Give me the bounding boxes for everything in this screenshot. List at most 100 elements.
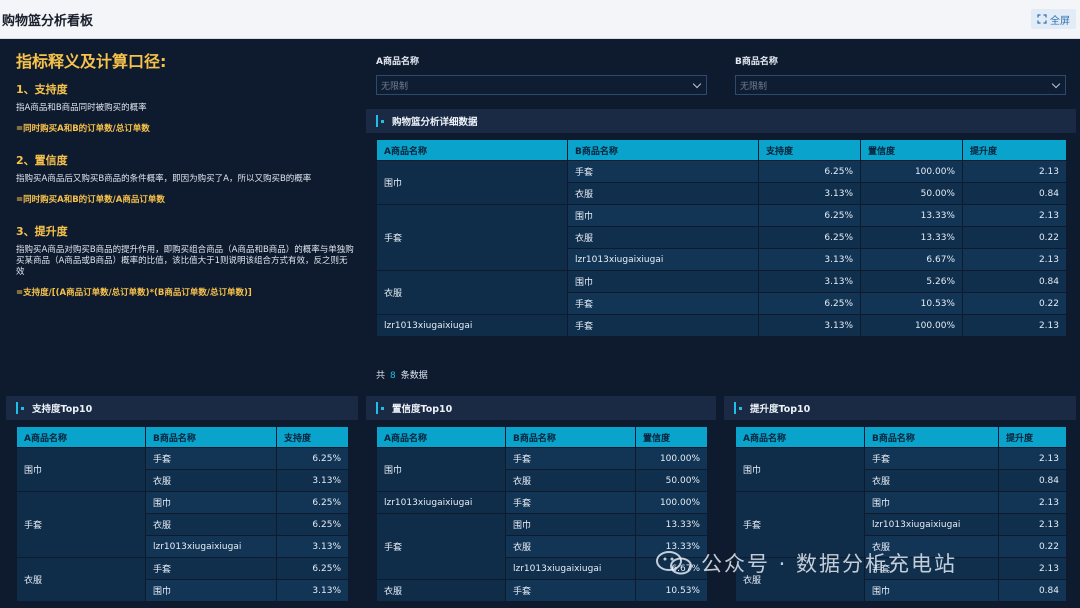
col-b-name[interactable]: B商品名称 — [505, 426, 636, 448]
cell-confidence: 100.00% — [860, 160, 963, 183]
cell-value: 50.00% — [635, 469, 708, 492]
cell-a-name: 围巾 — [16, 447, 146, 492]
table-row[interactable]: lzr1013xiugaixiugai 2.13 — [736, 513, 1067, 536]
fullscreen-button[interactable]: 全屏 — [1031, 9, 1076, 29]
cell-a-name: 衣服 — [16, 557, 146, 602]
cell-value: 3.13% — [276, 469, 349, 492]
cell-value: 3.13% — [276, 579, 349, 602]
page-title: 购物篮分析看板 — [2, 14, 94, 29]
col-b-name[interactable]: B商品名称 — [864, 426, 999, 448]
cell-b-name: 衣服 — [505, 469, 636, 492]
col-confidence[interactable]: 置信度 — [635, 426, 708, 448]
support-title: 1、支持度 — [16, 83, 68, 96]
cell-a-name: 手套 — [16, 491, 146, 558]
table-row[interactable]: 围巾 0.84 — [736, 579, 1067, 602]
detail-panel-header: 购物篮分析详细数据 — [366, 109, 1076, 133]
cell-a-name: 手套 — [735, 491, 865, 558]
col-b-name[interactable]: B商品名称 — [145, 426, 277, 448]
cell-support: 6.25% — [758, 160, 861, 183]
cell-support: 3.13% — [758, 270, 861, 293]
col-a-name[interactable]: A商品名称 — [735, 426, 865, 448]
table-row[interactable]: lzr1013xiugaixiugai 3.13% — [17, 535, 349, 558]
cell-b-name: lzr1013xiugaixiugai — [864, 513, 999, 536]
cell-lift: 2.13 — [962, 248, 1067, 271]
table-row[interactable]: 衣服 手套 10.53% — [376, 579, 708, 602]
cell-b-name: 衣服 — [567, 182, 759, 205]
chevron-down-icon — [1051, 79, 1061, 89]
col-support[interactable]: 支持度 — [276, 426, 349, 448]
col-lift[interactable]: 提升度 — [962, 139, 1067, 161]
cell-b-name: 手套 — [864, 447, 999, 470]
cell-lift: 2.13 — [962, 160, 1067, 183]
cell-b-name: 衣服 — [145, 469, 277, 492]
cell-value: 13.33% — [635, 535, 708, 558]
cell-support: 6.25% — [758, 226, 861, 249]
top-lift-header: 提升度Top10 — [724, 396, 1076, 420]
col-lift[interactable]: 提升度 — [998, 426, 1067, 448]
confidence-desc: 指购买A商品后又购买B商品的条件概率，即因为购买了A，所以又购买B的概率 — [16, 174, 312, 184]
table-row[interactable]: 衣服 6.25% 13.33% 0.22 — [377, 226, 1067, 249]
table-row[interactable]: 衣服 6.25% — [17, 513, 349, 536]
panel-marker-icon — [16, 402, 18, 414]
table-row[interactable]: 手套 6.25% 10.53% 0.22 — [377, 292, 1067, 315]
panel-marker-icon — [376, 402, 378, 414]
cell-b-name: 围巾 — [145, 579, 277, 602]
cell-b-name: 手套 — [505, 491, 636, 514]
cell-b-name: 衣服 — [567, 226, 759, 249]
support-formula: =同时购买A和B的订单数/总订单数 — [16, 124, 150, 134]
cell-lift: 0.22 — [962, 226, 1067, 249]
cell-b-name: 手套 — [567, 160, 759, 183]
filter-a-select[interactable]: 无限制 — [376, 75, 707, 95]
explanation-heading: 指标释义及计算口径: — [16, 52, 167, 71]
cell-value: 2.13 — [998, 447, 1067, 470]
table-row[interactable]: lzr1013xiugaixiugai 手套 100.00% — [376, 491, 708, 514]
metric-explanation: 指标释义及计算口径: 1、支持度 指A商品和B商品同时被购买的概率 =同时购买A… — [16, 48, 356, 316]
record-count-value: 8 — [390, 371, 396, 381]
filter-b-value: 无限制 — [740, 81, 768, 92]
table-row[interactable]: 围巾 手套 6.25% — [16, 447, 349, 492]
fullscreen-label: 全屏 — [1050, 15, 1070, 27]
cell-value: 6.25% — [276, 447, 349, 470]
cell-support: 3.13% — [758, 248, 861, 271]
table-row[interactable]: 围巾 手套 2.13 — [735, 447, 1067, 492]
table-row[interactable]: 衣服 手套 6.25% — [16, 557, 349, 602]
lift-formula: =支持度/[(A商品订单数/总订单数)*(B商品订单数/总订单数)] — [16, 288, 252, 298]
col-a-name[interactable]: A商品名称 — [376, 426, 506, 448]
cell-confidence: 13.33% — [860, 204, 963, 227]
table-row[interactable]: 围巾 3.13% — [17, 579, 349, 602]
table-row[interactable]: lzr1013xiugaixiugai 3.13% 6.67% 2.13 — [377, 248, 1067, 271]
cell-lift: 2.13 — [962, 204, 1067, 227]
top-support-header: 支持度Top10 — [6, 396, 358, 420]
cell-value: 6.25% — [276, 513, 349, 536]
table-row[interactable]: 衣服 围巾 3.13% 5.26% 0.84 — [376, 270, 1067, 315]
table-row[interactable]: lzr1013xiugaixiugai 手套 3.13% 100.00% 2.13 — [376, 314, 1067, 337]
table-row[interactable]: 衣服 手套 2.13 — [735, 557, 1067, 602]
cell-value: 2.13 — [998, 513, 1067, 536]
confidence-title: 2、置信度 — [16, 154, 68, 167]
cell-b-name: 手套 — [567, 314, 759, 337]
panel-marker-icon — [376, 115, 378, 127]
col-a-name[interactable]: A商品名称 — [16, 426, 146, 448]
cell-a-name: 围巾 — [376, 447, 506, 492]
cell-a-name: 衣服 — [376, 270, 568, 315]
cell-b-name: 手套 — [505, 579, 636, 602]
cell-support: 3.13% — [758, 314, 861, 337]
col-a-name[interactable]: A商品名称 — [376, 139, 568, 161]
cell-b-name: 手套 — [145, 557, 277, 580]
lift-desc: 指购买A商品对购买B商品的提升作用，即购买组合商品（A商品和B商品）的概率与单独… — [16, 245, 354, 277]
table-row[interactable]: 手套 围巾 13.33% — [376, 513, 708, 580]
col-b-name[interactable]: B商品名称 — [567, 139, 759, 161]
table-row[interactable]: 围巾 手套 6.25% 100.00% 2.13 — [376, 160, 1067, 205]
support-desc: 指A商品和B商品同时被购买的概率 — [16, 103, 147, 113]
table-row[interactable]: 手套 围巾 6.25% 13.33% 2.13 — [376, 204, 1067, 271]
filter-b-select[interactable]: 无限制 — [735, 75, 1066, 95]
cell-value: 2.13 — [998, 557, 1067, 580]
table-row[interactable]: 围巾 手套 100.00% — [376, 447, 708, 492]
cell-b-name: lzr1013xiugaixiugai — [145, 535, 277, 558]
col-confidence[interactable]: 置信度 — [860, 139, 963, 161]
table-row[interactable]: 手套 围巾 2.13 — [735, 491, 1067, 558]
table-row[interactable]: 手套 围巾 6.25% — [16, 491, 349, 558]
cell-value: 3.13% — [276, 535, 349, 558]
col-support[interactable]: 支持度 — [758, 139, 861, 161]
cell-support: 6.25% — [758, 292, 861, 315]
